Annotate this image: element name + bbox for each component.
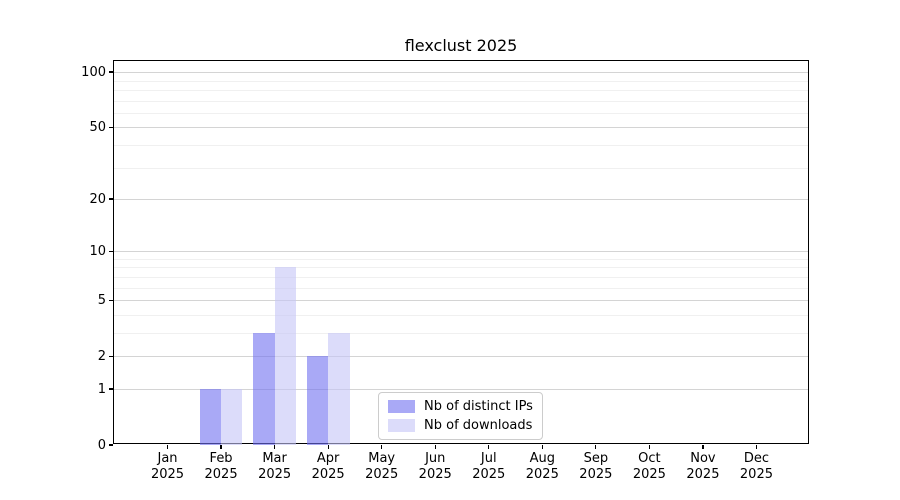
y-tick-label: 0	[97, 438, 106, 453]
gridline-minor	[114, 112, 808, 114]
chart-title: flexclust 2025	[404, 36, 518, 55]
y-tick-label: 5	[97, 293, 106, 309]
x-tick-label: May 2025	[350, 451, 414, 483]
x-tick-label-year: 2025	[525, 467, 559, 482]
gridline-minor	[114, 267, 808, 269]
y-tick-label: 2	[97, 349, 106, 365]
y-tick	[109, 71, 113, 73]
x-tick-label: Mar 2025	[243, 451, 307, 483]
legend-item: Nb of downloads	[388, 418, 533, 433]
x-tick-label-month: Apr	[316, 451, 340, 466]
x-tick	[488, 445, 490, 449]
bar-nb-of-downloads-mar	[274, 267, 296, 445]
y-tick	[109, 126, 113, 128]
x-tick-label-year: 2025	[739, 467, 773, 482]
x-tick-label-year: 2025	[418, 467, 452, 482]
gridline-minor	[114, 314, 808, 316]
x-tick	[755, 445, 758, 449]
x-tick-label-month: Aug	[529, 451, 555, 466]
x-tick-label: Oct 2025	[617, 451, 681, 483]
legend: Nb of distinct IPs Nb of downloads	[378, 392, 543, 440]
x-tick-label: Nov 2025	[671, 451, 735, 483]
gridline-minor	[114, 100, 808, 102]
y-tick-label: 50	[89, 120, 106, 136]
gridline-minor	[114, 89, 808, 91]
y-tick	[109, 299, 113, 301]
x-tick-label: Sep 2025	[564, 451, 628, 483]
x-tick-label-year: 2025	[258, 467, 292, 482]
gridline-minor	[114, 258, 808, 260]
x-tick-label-year: 2025	[150, 467, 185, 482]
gridline-minor	[114, 144, 808, 146]
gridline-major	[114, 251, 808, 253]
x-tick	[434, 445, 436, 449]
y-tick	[109, 355, 113, 357]
y-tick-label: 100	[81, 65, 106, 81]
x-tick	[648, 445, 650, 449]
x-tick-label-month: Mar	[262, 451, 287, 466]
gridline-major	[114, 199, 808, 200]
x-tick-label-month: Jun	[425, 451, 446, 466]
x-tick	[327, 445, 329, 449]
legend-swatch-nb-of-downloads	[388, 419, 415, 432]
x-tick	[702, 445, 704, 449]
gridline-major	[114, 127, 808, 129]
x-tick-label-year: 2025	[632, 467, 666, 482]
x-tick-label-year: 2025	[311, 467, 345, 482]
x-tick-label-month: Jul	[480, 451, 497, 466]
legend-item: Nb of distinct IPs	[388, 399, 533, 414]
x-tick-label-year: 2025	[579, 467, 613, 482]
x-tick-label-month: Jan	[157, 451, 178, 466]
legend-swatch-nb-of-distinct-ips	[388, 400, 415, 413]
x-tick-label-year: 2025	[472, 467, 506, 482]
gridline-minor	[114, 276, 808, 278]
x-tick-label-year: 2025	[204, 467, 238, 482]
x-tick-label: Feb 2025	[189, 451, 253, 483]
plot-area: Nb of distinct IPs Nb of downloads 0 1 2 5 10…	[81, 60, 809, 482]
y-tick	[109, 250, 113, 252]
x-tick-label: Jul 2025	[457, 451, 521, 483]
x-tick-label-month: Feb	[209, 451, 233, 466]
x-tick-label: Apr 2025	[296, 451, 360, 483]
x-tick-label-month: Nov	[690, 451, 716, 466]
legend-label: Nb of distinct IPs	[424, 399, 533, 414]
y-tick-label: 1	[97, 381, 106, 397]
bar-nb-of-distinct-ips-mar	[253, 332, 275, 445]
bar-nb-of-distinct-ips-apr	[306, 356, 329, 445]
gridline-minor	[114, 80, 808, 82]
bar-nb-of-downloads-feb	[221, 388, 243, 445]
y-tick	[109, 388, 113, 390]
x-tick-label-year: 2025	[365, 467, 399, 482]
gridline-major	[114, 300, 808, 302]
bar-nb-of-distinct-ips-feb	[199, 388, 222, 445]
x-tick-label: Dec 2025	[724, 451, 788, 483]
x-tick-label-year: 2025	[686, 467, 720, 482]
x-tick-label-month: Oct	[638, 451, 661, 466]
y-tick-label: 10	[89, 244, 106, 260]
x-tick	[381, 445, 383, 449]
x-tick	[541, 445, 543, 449]
x-tick	[274, 445, 276, 449]
x-tick	[166, 445, 169, 449]
gridline-minor	[114, 332, 808, 334]
x-tick-label: Jan 2025	[136, 451, 200, 483]
gridline-minor	[114, 167, 808, 169]
x-tick-label: Aug 2025	[510, 451, 574, 483]
gridline-major	[114, 356, 808, 358]
x-tick-label: Jun 2025	[403, 451, 467, 483]
x-tick	[595, 445, 597, 449]
x-tick-label-month: May	[368, 451, 396, 466]
y-tick	[109, 198, 113, 200]
x-tick-label-month: Dec	[743, 451, 770, 466]
y-tick	[109, 444, 113, 446]
x-tick-label-month: Sep	[583, 451, 609, 466]
gridline-major	[114, 72, 808, 74]
legend-label: Nb of downloads	[424, 418, 533, 433]
x-tick	[220, 445, 222, 449]
y-tick-label: 20	[89, 192, 106, 207]
gridline-major	[114, 388, 808, 390]
gridline-minor	[114, 287, 808, 289]
bar-nb-of-downloads-apr	[328, 332, 350, 445]
